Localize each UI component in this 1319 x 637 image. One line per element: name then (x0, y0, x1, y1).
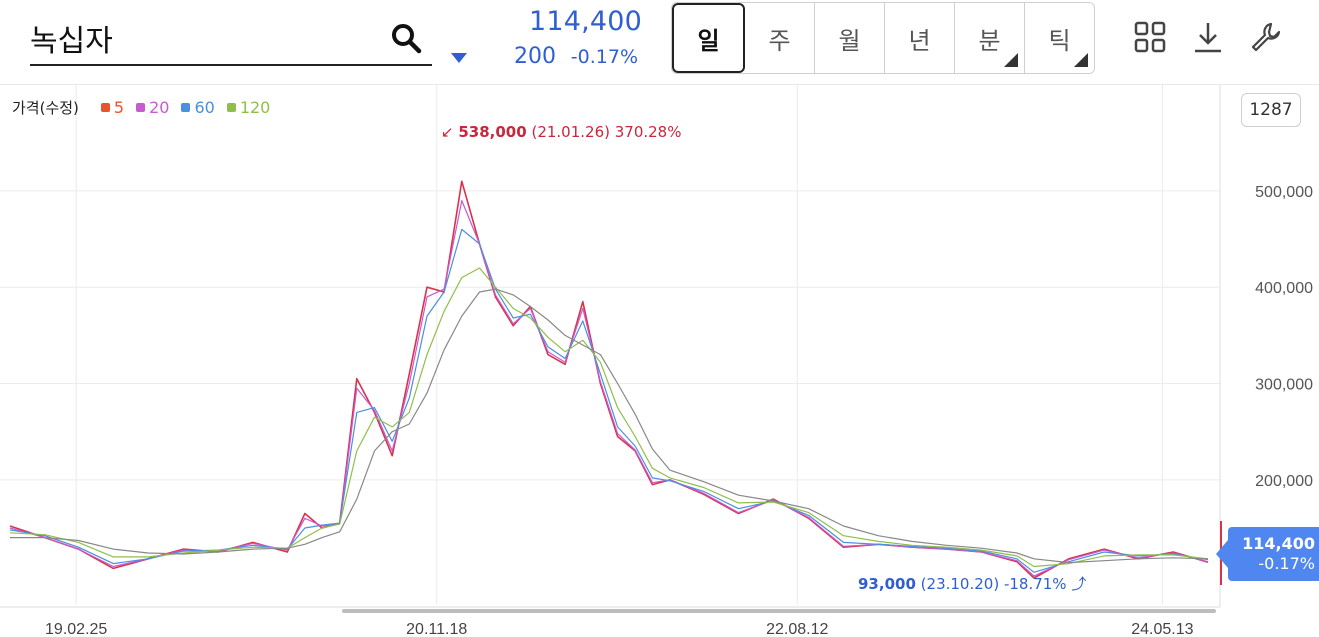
series-line-ma-5 (9, 200, 1209, 577)
legend-label: 5 (113, 98, 125, 117)
tab-0[interactable]: 일 (672, 3, 745, 73)
series-line-ma-20 (9, 228, 1209, 573)
legend-swatch (181, 103, 191, 112)
last-price-tag: 114,400 -0.17% (1228, 527, 1319, 581)
x-tick-label: 24.05.13 (1131, 621, 1193, 637)
submenu-corner-icon (1074, 53, 1088, 67)
x-tick-label: 19.02.25 (45, 621, 107, 637)
tab-5[interactable]: 틱 (1025, 3, 1094, 73)
grid-icon[interactable] (1133, 20, 1167, 54)
legend-item[interactable]: 60 (181, 98, 215, 117)
horizontal-scrollbar (342, 609, 1216, 613)
price-chart[interactable]: 200,000 300,000 400,000 500,000 19.02.25 20.1… (0, 85, 1319, 637)
tab-2[interactable]: 월 (815, 3, 885, 73)
high-value: 538,000 (458, 123, 527, 141)
submenu-corner-icon (1004, 53, 1018, 67)
high-detail: (21.01.26) 370.28% (531, 123, 682, 141)
legend: 가격(수정) 5 20 60 120 (12, 97, 270, 118)
series-line-price (9, 180, 1209, 579)
tab-label: 틱 (1048, 26, 1071, 55)
current-price: 114,400 (528, 6, 642, 37)
low-value: 93,000 (858, 575, 916, 593)
legend-swatch (136, 103, 146, 112)
legend-item[interactable]: 120 (226, 98, 271, 117)
y-tick-label: 300,000 (1255, 377, 1313, 394)
high-arrow-icon: ↙ (441, 123, 454, 141)
legend-item[interactable]: 5 (100, 98, 125, 117)
download-icon[interactable] (1191, 20, 1225, 54)
low-arrow-icon: ⤴ (1071, 575, 1087, 593)
legend-label: 20 (149, 98, 170, 117)
last-price-value: 114,400 (1242, 534, 1315, 553)
tab-label: 분 (978, 26, 1001, 55)
legend-label: 120 (239, 98, 271, 117)
x-tick-label: 20.11.18 (406, 621, 467, 637)
legend-swatch (100, 103, 110, 112)
low-annotation: 93,000 (23.10.20) -18.71% ⤴ (858, 573, 1086, 594)
legend-item[interactable]: 20 (136, 98, 169, 117)
price-tag-notch (1216, 540, 1228, 568)
series-line-ma-120 (10, 288, 1209, 564)
low-detail: (23.10.20) -18.71% (920, 575, 1067, 593)
search-input[interactable] (30, 18, 380, 58)
y-tick-label: 500,000 (1255, 184, 1313, 201)
search-icon[interactable] (390, 22, 422, 54)
price-change-pct: -0.17% (570, 46, 638, 68)
chart-header: 114,400 200 -0.17% 일 주 월 년 분 틱 (0, 0, 1319, 84)
series-line-ma-60 (9, 267, 1209, 568)
price-change: 200 (514, 44, 556, 69)
legend-title: 가격(수정) (12, 99, 79, 117)
tab-4[interactable]: 분 (955, 3, 1025, 73)
price-block: 114,400 200 -0.17% (448, 4, 644, 76)
tab-label: 년 (908, 26, 931, 55)
search-box (30, 12, 432, 66)
high-annotation: ↙ 538,000 (21.01.26) 370.28% (441, 123, 681, 141)
tab-3[interactable]: 년 (885, 3, 955, 73)
x-tick-label: 22.08.12 (766, 621, 828, 637)
y-tick-label: 200,000 (1255, 473, 1313, 490)
last-price-pct: -0.17% (1258, 554, 1315, 573)
legend-label: 60 (194, 98, 215, 117)
tab-label: 월 (838, 26, 861, 55)
y-tick-label: 400,000 (1255, 280, 1313, 297)
candle-count-box[interactable]: 1287 (1241, 93, 1301, 127)
legend-swatch (226, 103, 236, 112)
tab-label: 주 (768, 26, 791, 55)
caret-down-icon (451, 53, 467, 63)
tab-1[interactable]: 주 (745, 3, 815, 73)
tab-label: 일 (697, 26, 720, 55)
chart-area[interactable]: 200,000 300,000 400,000 500,000 19.02.25 20.1… (0, 84, 1319, 637)
wrench-icon[interactable] (1249, 20, 1283, 54)
